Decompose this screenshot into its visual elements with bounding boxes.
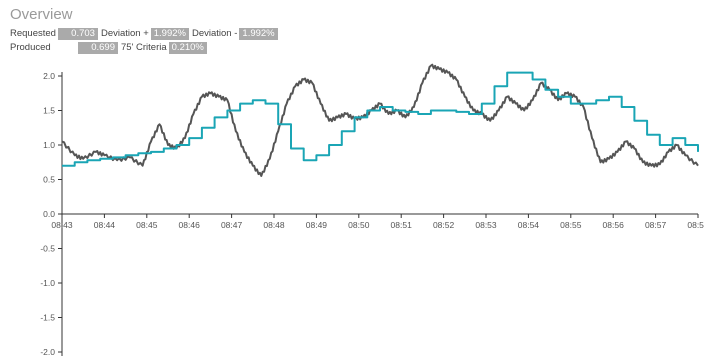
- stats-panel: Requested 0.703 Deviation + 1.992% Devia…: [10, 27, 281, 55]
- x-tick-label: 08:51: [391, 220, 413, 230]
- x-tick-label: 08:50: [348, 220, 370, 230]
- deviation-minus-label: Deviation -: [191, 28, 238, 39]
- x-tick-label: 08:49: [306, 220, 328, 230]
- deviation-minus-value: 1.992%: [239, 27, 278, 40]
- y-tick-label: 0.0: [43, 209, 55, 219]
- x-tick-label: 08:54: [518, 220, 540, 230]
- series-line-teal: [62, 71, 699, 167]
- x-tick-label: 08:53: [475, 220, 497, 230]
- requested-value: 0.703: [57, 27, 98, 40]
- deviation-plus-value: 1.992%: [150, 27, 189, 40]
- requested-label: Requested: [10, 28, 56, 39]
- x-tick-label: 08:52: [433, 220, 455, 230]
- x-tick-label: 08:45: [136, 220, 158, 230]
- page-title: Overview: [10, 6, 73, 23]
- produced-value: 0.699: [78, 41, 118, 54]
- overview-chart: 2.0 1.5 1.0 0.5 0.0 -0.5 -1.0 -1.5 -2.0 08:43 08:4…: [40, 63, 704, 357]
- y-tick-label: -1.0: [40, 278, 55, 288]
- y-tick-label: 1.0: [43, 140, 55, 150]
- x-tick-label: 08:55: [560, 220, 582, 230]
- stats-row-1: Requested 0.703 Deviation + 1.992% Devia…: [10, 27, 281, 40]
- y-tick-label: -1.5: [40, 313, 55, 323]
- x-tick-label: 08:57: [645, 220, 667, 230]
- x-tick-label: 08:48: [263, 220, 285, 230]
- x-tick-label: 08:44: [94, 220, 116, 230]
- criteria-value: 0.210%: [168, 41, 207, 54]
- x-tick-label: 08:47: [221, 220, 243, 230]
- series-line-dark: [61, 63, 699, 177]
- produced-label: Produced: [10, 42, 51, 53]
- stats-row-2: Produced 0.699 75' Criteria 0.210%: [10, 41, 281, 54]
- x-tick-label: 08:58: [687, 220, 704, 230]
- x-tick-label: 08:46: [179, 220, 201, 230]
- criteria-label: 75' Criteria: [121, 42, 167, 53]
- deviation-plus-label: Deviation +: [100, 28, 149, 39]
- y-tick-label: 1.5: [43, 106, 55, 116]
- y-tick-label: -2.0: [40, 347, 55, 357]
- y-tick-label: 0.5: [43, 175, 55, 185]
- x-tick-label: 08:43: [51, 220, 73, 230]
- y-tick-label: 2.0: [43, 71, 55, 81]
- y-tick-label: -0.5: [40, 244, 55, 254]
- x-tick-label: 08:56: [603, 220, 625, 230]
